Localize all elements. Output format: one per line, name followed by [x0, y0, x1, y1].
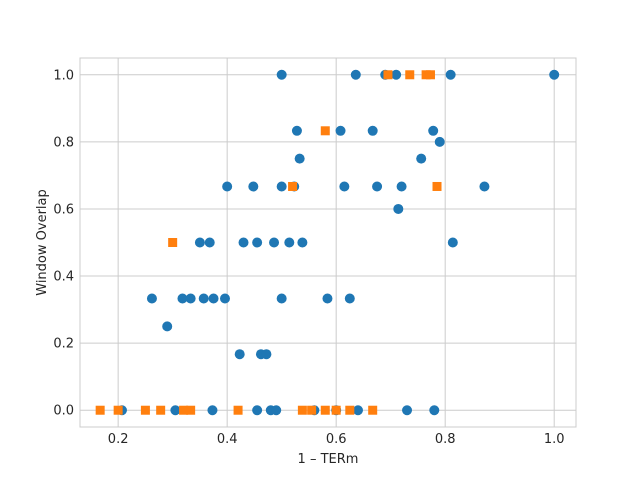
data-point-square	[331, 405, 341, 415]
data-point-circle	[162, 321, 173, 332]
data-point-circle	[447, 237, 458, 248]
data-point-circle	[198, 293, 209, 304]
data-point-circle	[391, 69, 402, 80]
data-point-circle	[238, 237, 249, 248]
y-tick-label: 0.6	[53, 202, 74, 217]
data-point-circle	[416, 153, 427, 164]
data-point-circle	[252, 237, 263, 248]
x-tick-label: 0.2	[108, 432, 129, 447]
data-point-circle	[219, 293, 230, 304]
data-point-circle	[335, 125, 346, 136]
data-point-square	[288, 181, 298, 191]
data-point-square	[425, 70, 435, 80]
data-point-square	[405, 70, 415, 80]
data-point-circle	[252, 405, 263, 416]
data-point-square	[95, 405, 105, 415]
data-point-circle	[428, 125, 439, 136]
data-point-circle	[284, 237, 295, 248]
y-axis-label: Window Overlap	[35, 189, 50, 296]
data-point-circle	[207, 405, 218, 416]
data-point-square	[179, 405, 189, 415]
data-point-circle	[204, 237, 215, 248]
y-tick-label: 1.0	[53, 68, 74, 83]
plot-frame	[79, 57, 577, 428]
data-point-square	[432, 181, 442, 191]
data-point-circle	[367, 125, 378, 136]
data-point-circle	[322, 293, 333, 304]
data-point-circle	[445, 69, 456, 80]
data-point-square	[320, 405, 330, 415]
data-point-square	[307, 405, 317, 415]
data-point-circle	[297, 237, 308, 248]
data-point-circle	[146, 293, 157, 304]
data-point-circle	[234, 349, 245, 360]
data-point-circle	[291, 125, 302, 136]
data-point-circle	[276, 293, 287, 304]
plot-background	[80, 58, 576, 427]
data-point-circle	[344, 293, 355, 304]
data-point-circle	[185, 293, 196, 304]
data-point-circle	[350, 69, 361, 80]
data-point-square	[140, 405, 150, 415]
data-point-circle	[352, 405, 363, 416]
data-point-square	[168, 238, 178, 247]
data-point-square	[186, 405, 196, 415]
tick-labels: 0.2 0.4 0.6 0.8 1.0 0.0 0.2 0.4 0.6 0.8 1.0	[53, 68, 564, 447]
data-point-circle	[170, 405, 181, 416]
data-point-circle	[208, 293, 219, 304]
data-point-circle	[276, 69, 287, 80]
data-point-circle	[177, 293, 188, 304]
x-tick-label: 0.4	[217, 432, 238, 447]
data-point-circle	[479, 181, 490, 192]
data-point-circle	[269, 237, 280, 248]
data-point-circle	[261, 349, 272, 360]
data-point-square	[297, 405, 307, 415]
data-point-square	[113, 405, 123, 415]
data-point-square	[345, 405, 355, 415]
y-tick-label: 0.2	[53, 337, 74, 352]
data-point-square	[368, 405, 378, 415]
data-point-circle	[339, 181, 350, 192]
data-point-circle	[396, 181, 407, 192]
data-point-circle	[222, 181, 233, 192]
data-point-circle	[248, 181, 259, 192]
data-point-circle	[434, 136, 445, 147]
data-point-circle	[429, 405, 440, 416]
x-tick-label: 1.0	[544, 432, 565, 447]
data-point-square	[156, 405, 166, 415]
data-point-circle	[393, 203, 404, 214]
data-point-circle	[372, 181, 383, 192]
data-point-square	[320, 126, 330, 136]
data-point-circle	[402, 405, 413, 416]
x-axis-label: 1 – TERm	[298, 452, 359, 467]
data-point-circle	[549, 69, 560, 80]
data-point-circle	[276, 181, 287, 192]
x-tick-label: 0.6	[326, 432, 347, 447]
x-tick-label: 0.8	[435, 432, 456, 447]
data-point-circle	[194, 237, 205, 248]
data-point-square	[233, 405, 243, 415]
data-point-circle	[294, 153, 305, 164]
y-tick-label: 0.0	[53, 404, 74, 419]
data-point-circle	[271, 405, 282, 416]
y-tick-label: 0.4	[53, 270, 74, 285]
data-point-square	[383, 70, 393, 80]
data-marks	[95, 69, 560, 416]
y-tick-label: 0.8	[53, 135, 74, 150]
